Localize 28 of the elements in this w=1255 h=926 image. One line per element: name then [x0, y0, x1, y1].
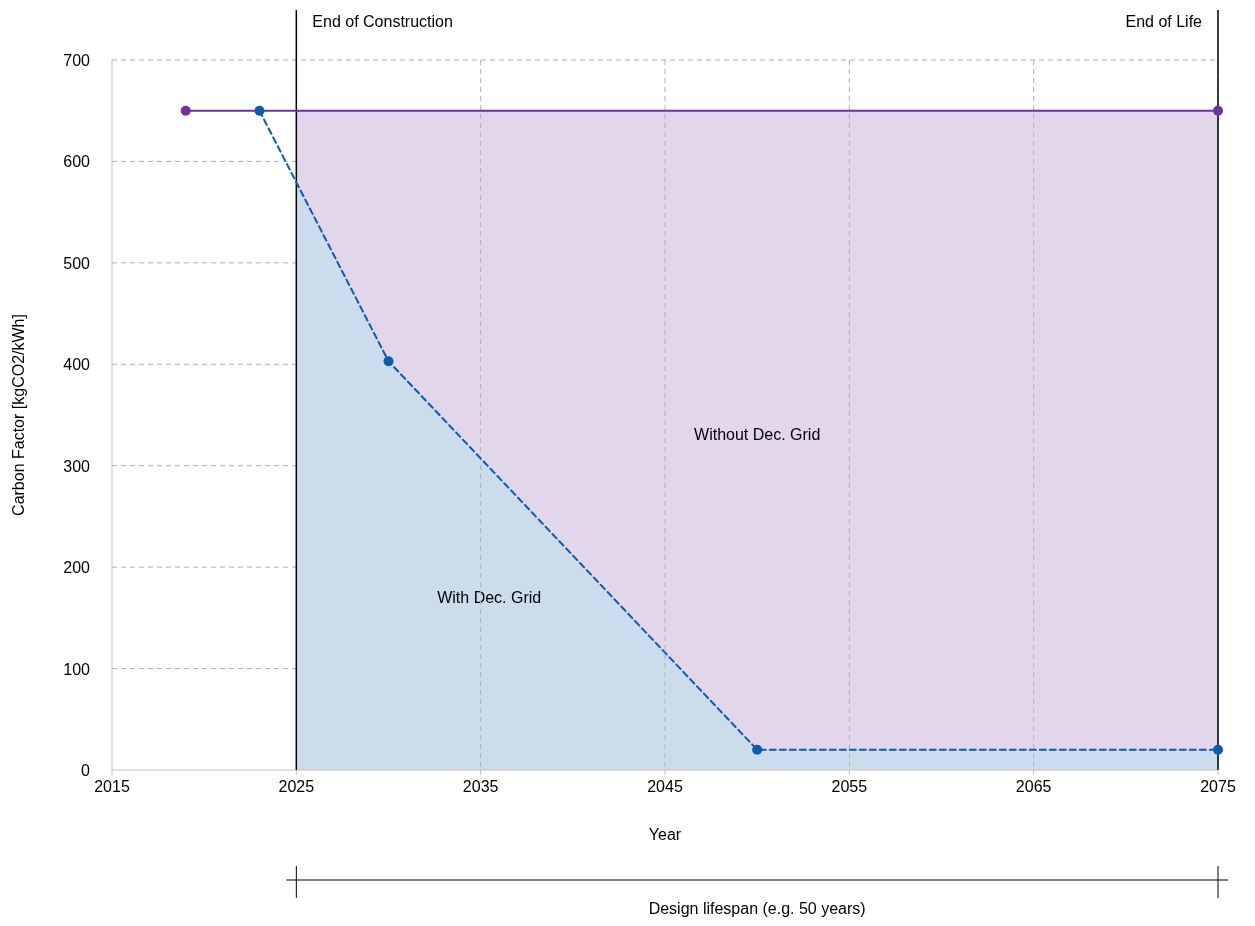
- x-tick-label: 2025: [278, 778, 315, 795]
- x-tick-label: 2015: [94, 778, 130, 795]
- y-tick-label: 700: [63, 52, 91, 69]
- point: [1213, 744, 1223, 755]
- x-tick-label: 2075: [1200, 778, 1236, 795]
- x-axis-title: Year: [648, 826, 682, 843]
- point: [1213, 105, 1223, 116]
- ref-line-label: End of Life: [1125, 13, 1203, 30]
- ref-line-label: End of Construction: [312, 13, 453, 30]
- point: [254, 105, 265, 116]
- y-tick-label: 600: [63, 153, 91, 171]
- y-tick-label: 0: [81, 762, 91, 779]
- point: [383, 356, 394, 367]
- y-tick-label: 200: [63, 559, 91, 577]
- text: Design lifespan (e.g. 50 years): [648, 900, 866, 917]
- series-label: Without Dec. Grid: [694, 426, 821, 444]
- y-tick-label: 100: [63, 660, 91, 678]
- series-label: With Dec. Grid: [437, 588, 542, 606]
- point: [180, 105, 191, 116]
- y-tick-label: 500: [63, 254, 91, 272]
- y-tick-label: 300: [63, 457, 91, 475]
- point: [752, 744, 763, 755]
- x-tick-label: 2045: [647, 778, 683, 795]
- x-tick-label: 2035: [462, 778, 499, 795]
- y-tick-label: 400: [63, 356, 91, 374]
- y-axis-title: Carbon Factor [kgCO2/kWh]: [10, 314, 27, 516]
- x-tick-label: 2065: [1015, 778, 1052, 795]
- x-tick-label: 2055: [831, 778, 868, 795]
